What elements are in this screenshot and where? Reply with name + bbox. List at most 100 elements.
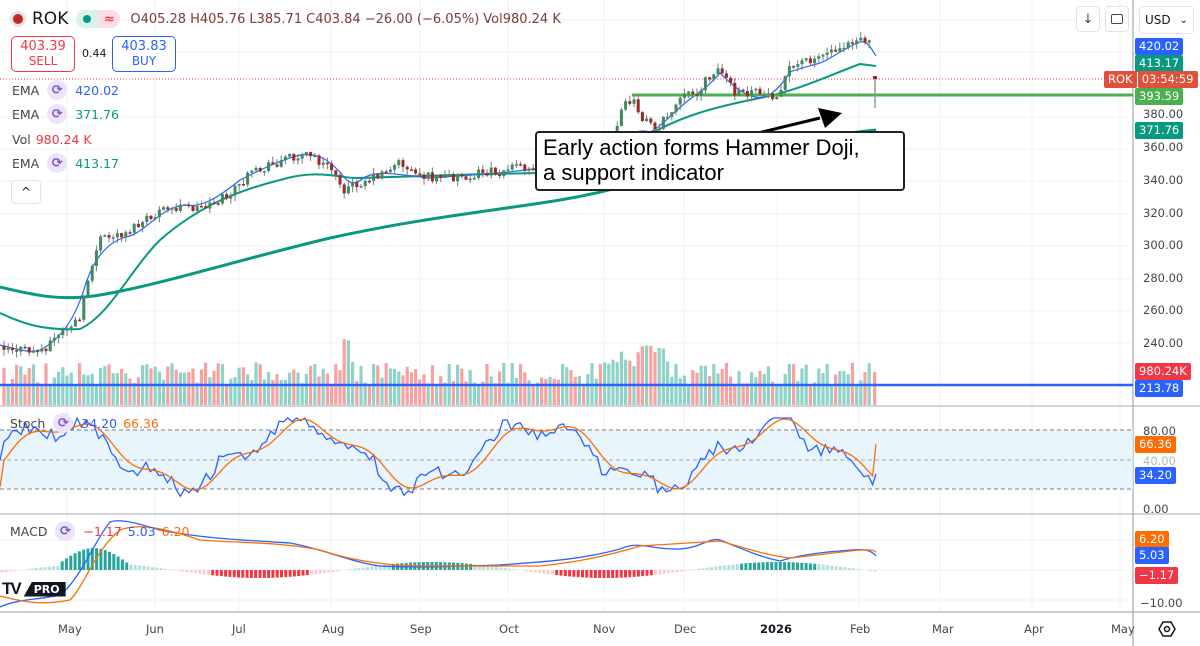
sell-price: 403.39 — [20, 39, 66, 54]
high-value: 405.76 — [199, 11, 246, 27]
symbol-ticker[interactable]: ROK — [32, 9, 69, 29]
high-label: H — [190, 11, 200, 27]
time-label: Jul — [232, 622, 246, 636]
grid-lines — [0, 0, 1132, 612]
indicator-stoch[interactable]: Stoch ⟳ 34.20 66.36 — [10, 413, 159, 433]
macd-histogram — [0, 548, 877, 578]
price-tick: 380.00 — [1143, 107, 1184, 121]
price-tick: 300.00 — [1143, 238, 1184, 252]
bar-countdown: 03:54:59 — [1137, 71, 1198, 88]
price-tick: 240.00 — [1143, 336, 1184, 350]
macd-value: 5.03 — [127, 523, 156, 539]
company-logo-icon — [10, 11, 26, 27]
collapse-legend-button[interactable]: ^ — [11, 180, 41, 204]
chevron-down-icon: ⌄ — [1179, 14, 1188, 26]
ema-slow-price-tag: 371.76 — [1135, 122, 1184, 139]
buy-button[interactable]: 403.83 BUY — [112, 36, 176, 72]
annotation-line-1: Early action forms Hammer Doji, — [543, 135, 860, 160]
price-tick: 280.00 — [1143, 271, 1184, 285]
indicator-name: EMA — [12, 106, 40, 122]
currency-select[interactable]: USD ⌄ — [1139, 6, 1194, 34]
fullscreen-icon — [1111, 14, 1123, 24]
time-label: May — [1111, 622, 1135, 636]
indicator-value: 980.24 K — [35, 131, 92, 147]
current-price-tag: ROK 03:54:59 — [1104, 71, 1198, 88]
delayed-data-icon: ≈ — [98, 10, 121, 28]
vol-value: 980.24 K — [502, 11, 561, 27]
time-label: 2026 — [760, 622, 793, 636]
sell-button[interactable]: 403.39 SELL — [11, 36, 75, 72]
stoch-tick: 80.00 — [1143, 424, 1176, 438]
refresh-icon[interactable]: ⟳ — [53, 413, 74, 433]
time-label: May — [58, 622, 82, 636]
time-label: Sep — [410, 622, 432, 636]
stoch-tick: 40.00 — [1143, 454, 1176, 468]
market-status-pill[interactable]: ≈ — [76, 10, 121, 28]
stoch-d-value: 66.36 — [123, 415, 159, 431]
sell-label: SELL — [28, 54, 58, 68]
chevron-up-icon: ^ — [20, 185, 32, 199]
refresh-icon[interactable]: ⟳ — [47, 153, 68, 173]
buy-price: 403.83 — [121, 39, 167, 54]
indicator-value: 413.17 — [75, 155, 119, 171]
indicator-value: 420.02 — [75, 82, 119, 98]
ema-fast-line — [0, 41, 877, 352]
macd-signal-line — [0, 526, 877, 604]
indicator-ema-fast[interactable]: EMA ⟳ 420.02 — [12, 80, 119, 100]
volume-ma-tag: 213.78 — [1135, 380, 1184, 397]
settings-icon — [1158, 621, 1176, 637]
change-value: −26.00 (−6.05%) — [364, 11, 480, 27]
annotation-line-2: a support indicator — [543, 160, 724, 185]
time-label: Feb — [850, 622, 871, 636]
annotation-callout[interactable]: Early action forms Hammer Doji, a suppor… — [535, 131, 905, 191]
close-label: C — [306, 11, 316, 27]
indicator-volume[interactable]: Vol 980.24 K — [12, 129, 92, 149]
indicator-ema-mid[interactable]: EMA ⟳ 413.17 — [12, 153, 119, 173]
close-value: 403.84 — [315, 11, 361, 27]
indicator-value: 371.76 — [75, 106, 119, 122]
stoch-k-tag: 34.20 — [1135, 467, 1176, 484]
refresh-icon[interactable]: ⟳ — [47, 104, 68, 124]
symbol-tag: ROK — [1104, 71, 1137, 88]
time-label: Aug — [322, 622, 345, 636]
stoch-band — [0, 430, 1133, 489]
macd-signal-value: 6.20 — [161, 523, 190, 539]
fullscreen-button[interactable] — [1105, 6, 1129, 32]
indicator-name: Stoch — [10, 415, 46, 431]
pro-badge: PRO — [23, 581, 66, 597]
refresh-icon[interactable]: ⟳ — [47, 80, 68, 100]
time-label: Mar — [932, 622, 954, 636]
chart-settings-button[interactable] — [1157, 619, 1177, 639]
time-label: Nov — [593, 622, 616, 636]
indicator-macd[interactable]: MACD ⟳ −1.17 5.03 6.20 — [10, 521, 189, 541]
macd-hist-value: −1.17 — [83, 523, 122, 539]
low-value: 385.71 — [256, 11, 303, 27]
macd-tag: 5.03 — [1135, 547, 1169, 564]
support-price-tag: 393.59 — [1135, 88, 1184, 105]
download-icon: ↓ — [1082, 11, 1094, 27]
macd-tick: −10.00 — [1140, 596, 1183, 610]
download-button[interactable]: ↓ — [1076, 6, 1100, 32]
candlesticks — [2, 32, 877, 358]
macd-signal-tag: 6.20 — [1135, 531, 1169, 548]
stoch-k-value: 34.20 — [81, 415, 118, 431]
macd-hist-tag: −1.17 — [1135, 567, 1179, 584]
tv-logo-icon: TV — [2, 579, 22, 598]
stoch-d-tag: 66.36 — [1135, 436, 1176, 453]
stoch-k-line — [0, 416, 877, 498]
volume-histogram — [2, 339, 877, 405]
symbol-legend: ROK ≈ O405.28 H405.76 L385.71 C403.84 −2… — [10, 9, 565, 29]
indicator-name: EMA — [12, 155, 40, 171]
price-tick: 340.00 — [1143, 173, 1184, 187]
tradingview-logo[interactable]: TV PRO — [2, 579, 88, 598]
market-open-icon — [76, 10, 99, 28]
refresh-icon[interactable]: ⟳ — [55, 521, 76, 541]
indicator-ema-slow[interactable]: EMA ⟳ 371.76 — [12, 104, 119, 124]
indicator-name: MACD — [10, 523, 48, 539]
volume-tag: 980.24K — [1135, 363, 1191, 380]
annotation-arrow-head — [818, 108, 842, 128]
time-label: Jun — [146, 622, 164, 636]
low-label: L — [249, 11, 257, 27]
